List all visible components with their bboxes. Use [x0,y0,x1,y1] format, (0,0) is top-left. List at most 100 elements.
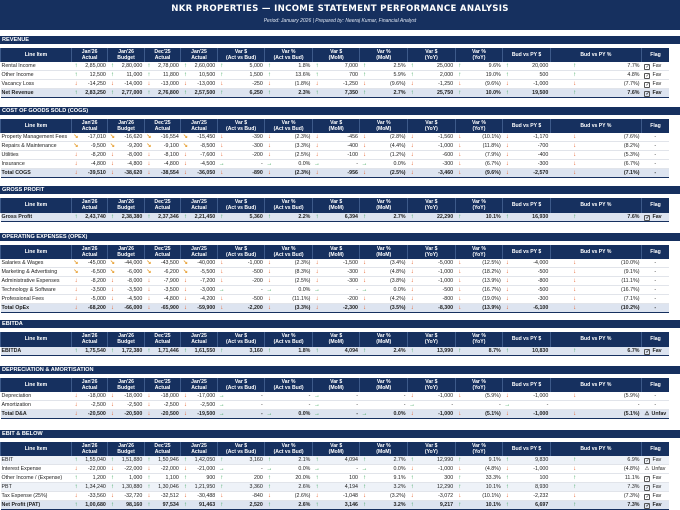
var-pct-act-bud: (3.3%) [273,141,313,152]
arrow-down-icon: ↓ [74,161,78,168]
flag-text: - [654,260,657,267]
trend-cell: ↑ [217,88,227,99]
jan26-budget: -38,620 [116,168,145,179]
var-pct-act-bud: (2.5%) [273,150,313,161]
column-header: Flag [640,332,669,346]
bud-vs-py: -700 [511,141,551,152]
column-header: Var $ (MoM) [311,119,360,133]
trend-cell: ↑ [407,211,417,222]
arrow-down-icon: ↓ [458,411,462,418]
var-pct-yoy: 10.1% [464,500,503,510]
bud-vs-py: -1,170 [511,133,551,143]
warning-icon: ⚠ [644,411,650,418]
column-header: Var $ (YoY) [407,378,456,392]
column-header: Jan'25 Actual [180,332,218,346]
trend-cell: ↓ [407,259,417,269]
trend-cell: → [217,392,227,402]
trend-cell: ↑ [359,211,370,222]
arrow-up-icon: ↑ [505,475,509,482]
trend-cell: ↑ [312,70,322,81]
arrow-up-icon: ↑ [74,90,78,97]
checkbox-icon: ✓ [644,348,651,355]
trend-cell: ↓ [550,409,599,420]
arrow-down-icon: ↓ [74,305,78,312]
trend-cell: ↓ [71,79,81,90]
arrow-down-icon: ↓ [573,305,577,312]
flag-cell: - [641,168,669,179]
column-header: Var % (MoM) [359,198,408,212]
dec25-actual: -9,100 [153,141,181,152]
var-pct-yoy: 33.3% [464,473,503,484]
section-gap [0,115,680,119]
trend-cell: ↓ [502,276,512,287]
trend-cell: ↓ [217,259,227,269]
arrow-up-icon: ↑ [183,63,187,70]
jan26-actual: -2,500 [80,400,108,411]
trend-cell: ↑ [550,456,599,466]
var-yoy: -500 [416,285,456,296]
arrow-down-icon: ↓ [505,152,509,159]
var-yoy: -1,000 [416,141,456,152]
trend-cell: ↑ [264,482,274,493]
arrow-up-icon: ↑ [147,457,151,464]
arrow-down-icon: ↓ [315,296,319,303]
trend-cell: ↓ [312,294,322,305]
arrow-down-icon: ↓ [573,296,577,303]
arrow-up-icon: ↑ [110,502,114,509]
flag-cell: - [641,303,669,314]
trend-cell: ↑ [312,88,322,99]
arrow-down-icon: ↓ [505,296,509,303]
arrow-down-icon: ↓ [147,402,151,409]
section-table: Line Item Jan'26 Actual Jan'26 Budget Dec'2… [0,332,669,356]
trend-cell: ↓ [264,267,274,278]
arrow-right-icon: → [218,161,225,168]
trend-cell: ↓ [264,276,274,287]
flag-cell: - [641,267,669,278]
arrow-up-icon: ↑ [110,484,114,491]
column-header: Var % (YoY) [454,378,503,392]
dec25-actual: -6,200 [153,267,181,278]
trend-cell: ↓ [502,150,512,161]
arrow-up-icon: ↑ [315,502,319,509]
trend-cell: ↑ [144,62,154,72]
bud-vs-py-pct: 7.3% [598,482,642,493]
arrow-down-icon: ↓ [220,296,224,303]
section-5: DEPRECIATION & AMORTISATION Line Item Jan'… [0,366,680,420]
table-row: Other Income / (Expense) ↑ 1,200 ↑ 1,000 ↑ 1,1… [0,473,669,484]
arrow-down-icon: ↓ [458,269,462,276]
arrow-down-icon: ↓ [147,466,151,473]
var-act-bud: -1,000 [226,259,265,269]
jan25-actual: -17,000 [189,392,218,402]
column-header: Var % (Act vs Bud) [264,442,313,456]
trend-cell: ↑ [217,62,227,72]
arrow-down-icon: ↓ [110,81,114,88]
var-pct-yoy: (10.1%) [464,491,503,502]
arrow-down-icon: ↓ [363,170,367,177]
arrow-up-icon: ↑ [410,484,414,491]
jan26-budget: 98,160 [116,500,145,510]
column-header: Var % (MoM) [359,245,408,259]
trend-cell: → [264,464,274,475]
column-header: Jan'25 Actual [180,198,218,212]
arrow-right-icon: → [361,411,368,418]
trend-cell: → [359,285,370,296]
checkbox-icon: ✓ [644,91,651,98]
arrow-up-icon: ↑ [458,72,462,79]
var-pct-yoy: (18.2%) [464,267,503,278]
jan25-actual: 1,42,050 [189,456,218,466]
trend-cell: ↑ [359,345,370,356]
arrow-up-icon: ↑ [110,475,114,482]
trend-cell: ↓ [550,159,599,170]
arrow-down-icon: ↓ [74,170,78,177]
arrow-down-icon: ↓ [410,260,414,267]
var-pct-yoy: (16.7%) [464,285,503,296]
arrow-up-icon: ↑ [505,484,509,491]
trend-cell: ↓ [107,464,117,475]
column-header: Flag [640,119,669,133]
trend-cell: ↓ [144,303,154,314]
arrow-right-icon: → [361,287,368,294]
bud-vs-py: -800 [511,276,551,287]
var-pct-act-bud: 1.8% [273,62,313,72]
trend-cell: → [407,400,417,411]
var-pct-act-bud: 2.3% [273,88,313,99]
